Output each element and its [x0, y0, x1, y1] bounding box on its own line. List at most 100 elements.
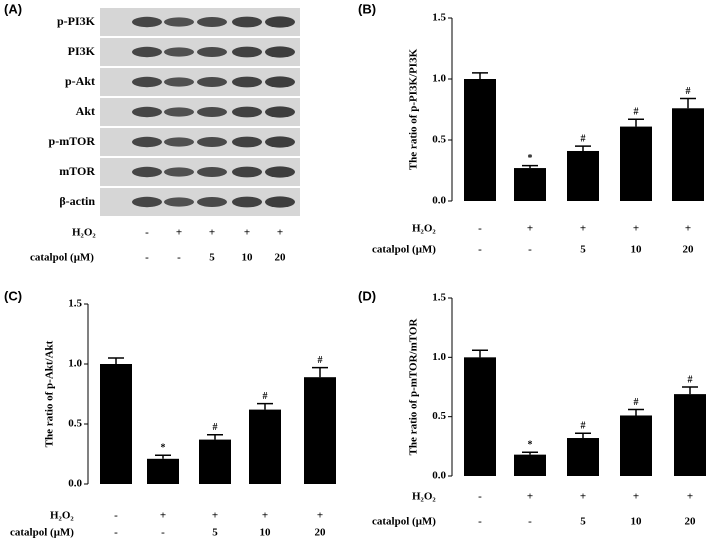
blot-band [265, 196, 295, 208]
blot-band [164, 167, 194, 177]
bar [567, 438, 599, 476]
treatment-value: + [580, 491, 586, 503]
treatment-value: 20 [315, 527, 327, 539]
treatment-value: + [212, 510, 218, 522]
blot-band [164, 197, 194, 207]
blot-band [132, 136, 162, 148]
treatment-value: + [580, 223, 586, 235]
treatment-value: + [244, 227, 250, 239]
blot-row-label: p-mTOR [49, 134, 96, 148]
treatment-value: 20 [685, 516, 697, 528]
treatment-label: H₂O₂ [72, 227, 96, 239]
error-bar [312, 366, 328, 378]
y-axis-label: The ratio of p-mTOR/mTOR [408, 318, 420, 456]
error-bar [472, 72, 488, 79]
bar [514, 454, 546, 476]
treatment-value: - [478, 223, 482, 235]
blot-band [232, 196, 262, 208]
blot-band [265, 106, 295, 118]
y-tick-label: 1.5 [432, 12, 446, 24]
significance-mark: # [318, 355, 323, 366]
treatment-value: - [145, 227, 149, 239]
error-bar [680, 97, 696, 109]
blot-row-label: mTOR [59, 164, 95, 178]
treatment-value: - [114, 510, 118, 522]
bar [567, 150, 599, 201]
significance-mark: # [634, 397, 639, 408]
treatment-value: - [528, 516, 532, 528]
treatment-value: 5 [580, 516, 586, 528]
treatment-value: + [633, 223, 639, 235]
bar [464, 79, 496, 201]
blot-band [232, 136, 262, 148]
y-tick-label: 1.5 [432, 292, 446, 304]
error-bar [628, 408, 644, 416]
blot-band [164, 137, 194, 147]
blot-band [265, 136, 295, 148]
blot-band [164, 107, 194, 117]
blot-band [232, 16, 262, 28]
error-bar [628, 118, 644, 127]
treatment-value: 5 [580, 244, 586, 256]
blot-band [132, 196, 162, 208]
treatment-value: - [528, 244, 532, 256]
error-bar [522, 164, 538, 169]
treatment-value: 20 [275, 252, 287, 264]
bar [464, 357, 496, 476]
error-bar [472, 349, 488, 358]
error-bar [575, 145, 591, 151]
bar [100, 364, 132, 484]
treatment-value: - [161, 527, 165, 539]
y-tick-label: 1.0 [68, 358, 82, 370]
y-tick-label: 0.5 [68, 418, 82, 430]
blot-band [132, 76, 162, 88]
treatment-value: + [527, 223, 533, 235]
blot-band [197, 107, 227, 117]
blot-row-label: Akt [76, 104, 95, 118]
significance-mark: * [528, 440, 533, 451]
blot-band [164, 47, 194, 57]
blot-band [132, 16, 162, 28]
blot-band [197, 47, 227, 57]
bar [147, 458, 179, 484]
error-bar [575, 432, 591, 439]
blot-band [164, 77, 194, 87]
treatment-value: + [160, 510, 166, 522]
treatment-label: catalpol (μM) [372, 244, 436, 256]
bar [199, 439, 231, 484]
treatment-value: - [177, 252, 181, 264]
panel-label: (A) [4, 1, 22, 16]
significance-mark: # [263, 391, 268, 402]
treatment-label: H₂O₂ [412, 223, 436, 235]
panel-label: (C) [4, 288, 22, 303]
significance-mark: # [581, 133, 586, 144]
treatment-value: 10 [631, 516, 643, 528]
error-bar [257, 402, 273, 410]
treatment-value: + [176, 227, 182, 239]
bar [672, 108, 704, 201]
error-bar [682, 386, 698, 395]
treatment-value: 5 [212, 527, 218, 539]
treatment-value: + [262, 510, 268, 522]
significance-mark: # [686, 86, 691, 97]
treatment-value: - [478, 491, 482, 503]
treatment-value: + [685, 223, 691, 235]
treatment-label: catalpol (μM) [372, 516, 436, 528]
blot-band [197, 17, 227, 27]
y-tick-label: 0.0 [432, 195, 446, 207]
treatment-value: + [277, 227, 283, 239]
blot-row-label: p-Akt [65, 74, 95, 88]
significance-mark: # [581, 421, 586, 432]
treatment-value: 5 [209, 252, 215, 264]
treatment-value: - [145, 252, 149, 264]
y-tick-label: 1.0 [432, 351, 446, 363]
blot-band [164, 17, 194, 27]
treatment-value: - [478, 244, 482, 256]
y-tick-label: 0.0 [68, 478, 82, 490]
significance-mark: # [688, 374, 693, 385]
treatment-value: - [114, 527, 118, 539]
blot-band [265, 76, 295, 88]
treatment-value: 10 [260, 527, 272, 539]
blot-band [197, 197, 227, 207]
significance-mark: # [634, 107, 639, 118]
